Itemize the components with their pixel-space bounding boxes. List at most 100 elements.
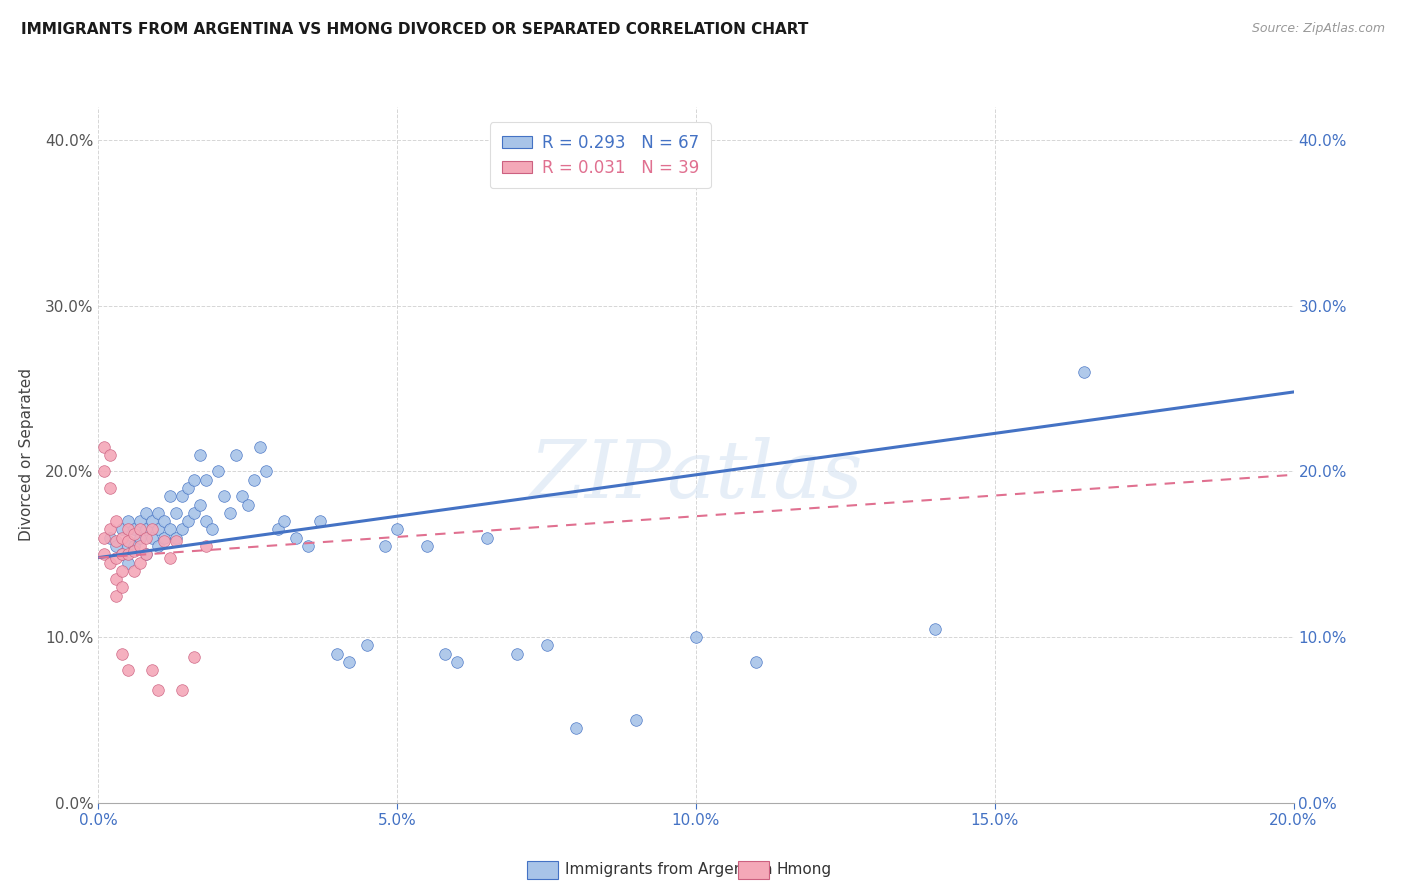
Point [374,539,396,553]
Point [100,448,122,462]
Point [172,523,194,537]
Point [183,650,205,665]
Point [356,639,378,653]
Point [129,531,152,545]
Point [183,506,205,520]
Point [117,663,139,677]
Point [111,647,134,661]
Point [267,523,290,537]
Point [141,523,163,537]
Legend: R = 0.293   N = 67, R = 0.031   N = 39: R = 0.293 N = 67, R = 0.031 N = 39 [491,122,710,188]
Point [236,498,259,512]
Point [212,489,235,503]
Point [159,550,181,565]
Point [475,531,498,545]
Point [183,473,205,487]
Point [225,448,247,462]
Point [249,440,271,454]
Point [117,556,139,570]
Point [117,534,139,549]
Point [135,547,157,561]
Point [105,572,128,586]
Point [135,523,157,537]
Point [111,547,134,561]
Point [105,550,128,565]
Point [506,647,529,661]
Point [308,514,330,528]
Point [243,473,266,487]
Point [1073,365,1095,379]
Point [129,556,152,570]
Text: ZIPatlas: ZIPatlas [529,437,863,515]
Point [153,534,176,549]
Point [165,506,187,520]
Point [273,514,295,528]
Point [148,539,170,553]
Text: Hmong: Hmong [776,863,831,877]
Point [207,465,229,479]
Point [124,523,146,537]
Point [626,713,648,727]
Point [129,514,152,528]
Point [105,514,128,528]
Y-axis label: Divorced or Separated: Divorced or Separated [18,368,34,541]
Point [93,531,115,545]
Point [165,534,187,549]
Point [124,544,146,558]
Point [135,547,157,561]
Point [416,539,439,553]
Text: IMMIGRANTS FROM ARGENTINA VS HMONG DIVORCED OR SEPARATED CORRELATION CHART: IMMIGRANTS FROM ARGENTINA VS HMONG DIVOR… [21,22,808,37]
Point [172,489,194,503]
Point [117,514,139,528]
Text: Immigrants from Argentina: Immigrants from Argentina [565,863,773,877]
Point [446,655,468,669]
Point [124,539,146,553]
Point [297,539,319,553]
Point [188,448,211,462]
Point [105,539,128,553]
Point [135,531,157,545]
Point [93,440,115,454]
Point [153,531,176,545]
Point [148,506,170,520]
Point [100,556,122,570]
Point [177,481,200,495]
Point [129,523,152,537]
Point [141,663,163,677]
Point [100,523,122,537]
Point [195,473,218,487]
Point [434,647,457,661]
Point [124,527,146,541]
Point [924,622,946,636]
Point [93,547,115,561]
Point [141,514,163,528]
Point [159,523,181,537]
Point [339,655,360,669]
Point [100,531,122,545]
Point [195,514,218,528]
Point [111,531,134,545]
Point [148,523,170,537]
Point [385,523,409,537]
Point [195,539,218,553]
Point [536,639,558,653]
Point [284,531,307,545]
Point [219,506,242,520]
Point [111,523,134,537]
Point [105,589,128,603]
Point [254,465,277,479]
Point [201,523,224,537]
Text: Source: ZipAtlas.com: Source: ZipAtlas.com [1251,22,1385,36]
Point [105,534,128,549]
Point [111,547,134,561]
Point [188,498,211,512]
Point [745,655,768,669]
Point [100,481,122,495]
Point [153,514,176,528]
Point [129,539,152,553]
Point [326,647,349,661]
Point [172,683,194,698]
Point [231,489,253,503]
Point [685,630,707,644]
Point [111,564,134,578]
